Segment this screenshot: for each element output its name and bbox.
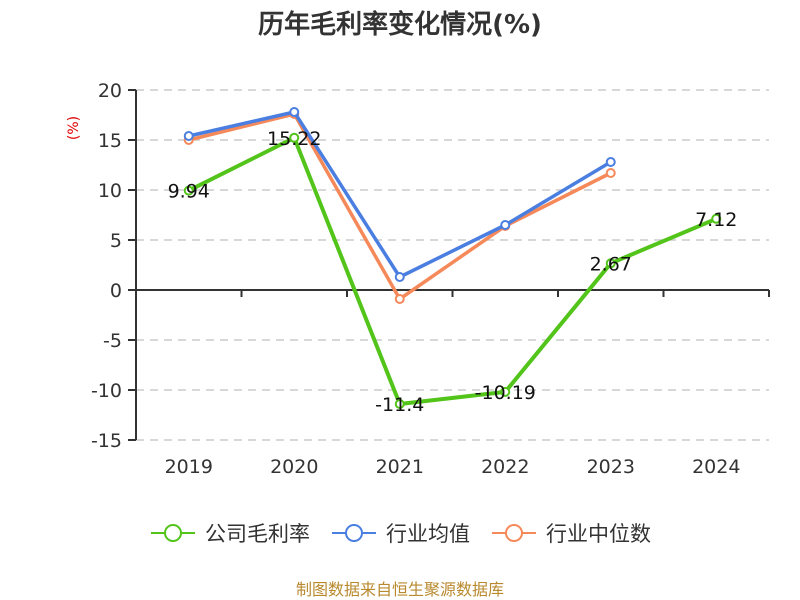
data-point-marker[interactable]	[605, 168, 616, 178]
data-point-marker[interactable]	[711, 213, 722, 224]
series-line	[188, 110, 612, 279]
y-tick-label: 15	[98, 130, 122, 152]
legend-label: 行业中位数	[546, 522, 651, 546]
data-source-note: 制图数据来自恒生聚源数据库	[295, 580, 504, 599]
y-tick-label: -15	[91, 430, 122, 452]
y-tick-label: -5	[103, 330, 122, 352]
data-point-marker[interactable]	[394, 399, 405, 409]
data-point-marker[interactable]	[183, 131, 194, 141]
data-point-marker[interactable]	[605, 157, 616, 167]
legend-label: 公司毛利率	[205, 522, 310, 546]
data-labels: 9.94 15.22 -11.4 -10.19 2.67 7.12	[168, 128, 738, 416]
data-point-marker[interactable]	[183, 185, 194, 196]
data-point-marker[interactable]	[500, 220, 511, 230]
data-label: -10.19	[475, 382, 536, 404]
data-label: -11.4	[375, 394, 424, 416]
x-tick-label: 2023	[587, 456, 635, 478]
legend-line-circle-icon	[332, 524, 376, 542]
data-label: 7.12	[695, 209, 737, 231]
series-lines	[183, 107, 722, 409]
series-line	[187, 135, 718, 406]
legend-item-industry-median[interactable]: 行业中位数	[490, 518, 651, 548]
data-point-marker[interactable]	[289, 107, 300, 117]
y-tick-label: 0	[110, 280, 122, 302]
x-tick-label: 2022	[481, 456, 529, 478]
x-tick-label: 2021	[376, 456, 424, 478]
y-axis-label: (%)	[66, 116, 82, 140]
data-point-marker[interactable]	[500, 386, 511, 397]
data-label: 9.94	[168, 181, 210, 203]
legend-label: 行业均值	[386, 522, 470, 546]
legend-line-circle-icon	[151, 524, 195, 542]
y-tick-label: 5	[110, 230, 122, 252]
data-label: 2.67	[590, 253, 632, 275]
data-label: 15.22	[267, 128, 321, 150]
x-tick-label: 2024	[692, 456, 740, 478]
data-point-marker[interactable]	[394, 272, 405, 282]
legend-item-industry-avg[interactable]: 行业均值	[330, 518, 470, 548]
chart-title: 历年毛利率变化情况(%)	[258, 10, 542, 40]
y-tick-label: 10	[98, 180, 122, 202]
y-tick-label: -10	[91, 380, 122, 402]
series-line	[188, 112, 612, 301]
legend-line-circle-icon	[492, 524, 536, 542]
data-point-marker[interactable]	[394, 294, 405, 304]
x-tick-label: 2019	[165, 456, 213, 478]
axes: 20 15 10 5 0 -5 -10 -15 2019 2020 2021 2022 2023 2024	[91, 80, 770, 478]
legend-item-company[interactable]: 公司毛利率	[149, 518, 310, 548]
x-tick-label: 2020	[270, 456, 318, 478]
y-tick-label: 20	[98, 80, 122, 102]
data-point-marker[interactable]	[289, 132, 300, 143]
legend: 公司毛利率 行业均值 行业中位数	[0, 518, 800, 548]
data-point-marker[interactable]	[605, 258, 616, 269]
gridlines	[136, 89, 769, 441]
